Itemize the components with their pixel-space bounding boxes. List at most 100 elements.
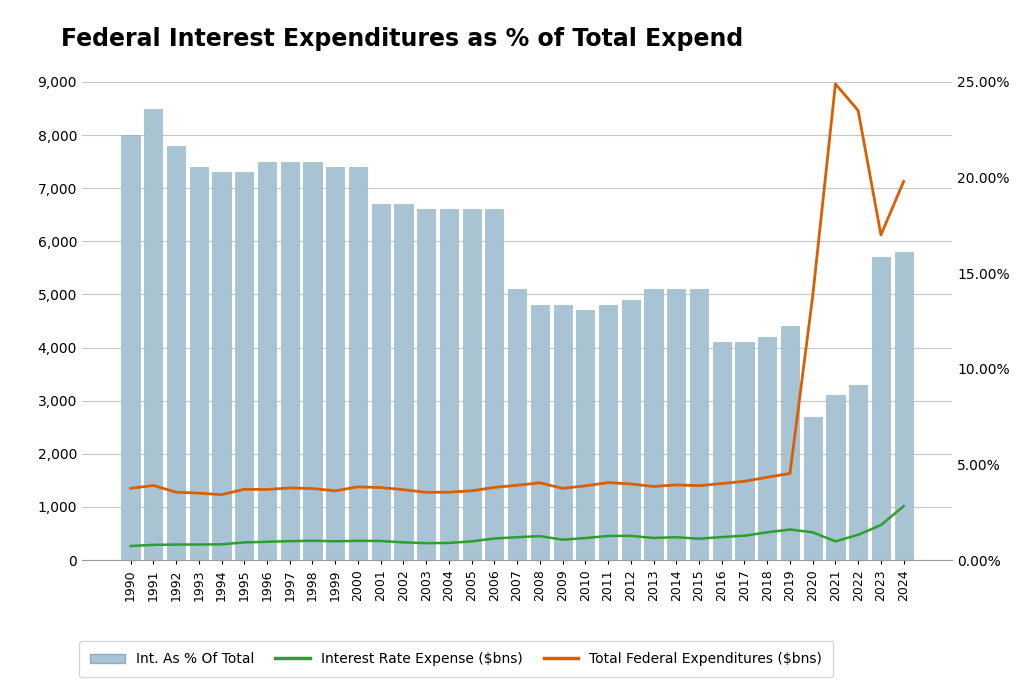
Bar [349,167,367,560]
Interest Rate Expense ($bns) [488,534,501,542]
Interest Rate Expense ($bns) [306,537,318,545]
Total Federal Expenditures ($bns) [488,484,501,492]
Line: Total Federal Expenditures ($bns): Total Federal Expenditures ($bns) [131,84,903,494]
Bar [236,172,253,560]
Interest Rate Expense ($bns) [352,537,365,545]
Total Federal Expenditures ($bns) [125,484,137,492]
Interest Rate Expense ($bns) [239,538,251,546]
Interest Rate Expense ($bns) [580,534,592,542]
Interest Rate Expense ($bns) [284,537,296,545]
Bar [530,305,549,560]
Interest Rate Expense ($bns) [761,528,773,536]
Interest Rate Expense ($bns) [215,540,227,548]
Legend: Int. As % Of Total, Interest Rate Expense ($bns), Total Federal Expenditures ($b: Int. As % Of Total, Interest Rate Expens… [79,641,834,678]
Total Federal Expenditures ($bns) [375,484,387,492]
Bar [781,326,799,560]
Bar [326,167,344,560]
Bar [212,172,230,560]
Bar [668,289,685,560]
Bar [122,135,139,560]
Interest Rate Expense ($bns) [534,532,546,540]
Bar [690,289,709,560]
Interest Rate Expense ($bns) [511,533,523,542]
Interest Rate Expense ($bns) [647,534,659,542]
Interest Rate Expense ($bns) [738,531,751,540]
Total Federal Expenditures ($bns) [625,480,637,488]
Bar [440,210,458,560]
Total Federal Expenditures ($bns) [807,292,819,301]
Total Federal Expenditures ($bns) [874,231,887,239]
Text: Federal Interest Expenditures as % of Total Expend: Federal Interest Expenditures as % of To… [61,27,743,51]
Bar [871,257,890,560]
Total Federal Expenditures ($bns) [442,488,455,497]
Bar [144,109,163,560]
Total Federal Expenditures ($bns) [261,486,273,494]
Total Federal Expenditures ($bns) [284,484,296,492]
Line: Interest Rate Expense ($bns): Interest Rate Expense ($bns) [131,506,903,546]
Total Federal Expenditures ($bns) [147,482,160,490]
Interest Rate Expense ($bns) [329,538,341,546]
Bar [577,310,594,560]
Total Federal Expenditures ($bns) [466,487,478,495]
Bar [508,289,526,560]
Total Federal Expenditures ($bns) [511,482,523,490]
Bar [281,162,299,560]
Total Federal Expenditures ($bns) [306,484,318,492]
Bar [554,305,571,560]
Total Federal Expenditures ($bns) [397,486,410,494]
Total Federal Expenditures ($bns) [420,488,432,497]
Interest Rate Expense ($bns) [602,532,614,540]
Total Federal Expenditures ($bns) [170,488,182,497]
Total Federal Expenditures ($bns) [897,178,909,186]
Bar [394,204,413,560]
Bar [189,167,208,560]
Interest Rate Expense ($bns) [874,521,887,529]
Total Federal Expenditures ($bns) [716,479,728,488]
Interest Rate Expense ($bns) [466,538,478,546]
Interest Rate Expense ($bns) [556,535,568,544]
Total Federal Expenditures ($bns) [602,479,614,487]
Bar [804,417,822,560]
Bar [167,145,185,560]
Interest Rate Expense ($bns) [693,535,706,543]
Total Federal Expenditures ($bns) [193,489,205,497]
Bar [895,252,912,560]
Interest Rate Expense ($bns) [670,533,682,542]
Bar [758,337,776,560]
Interest Rate Expense ($bns) [147,541,160,549]
Total Federal Expenditures ($bns) [329,487,341,495]
Total Federal Expenditures ($bns) [693,482,706,490]
Interest Rate Expense ($bns) [375,537,387,545]
Interest Rate Expense ($bns) [897,502,909,510]
Total Federal Expenditures ($bns) [852,107,864,115]
Bar [826,395,845,560]
Bar [463,210,480,560]
Bar [417,210,435,560]
Total Federal Expenditures ($bns) [215,490,227,499]
Total Federal Expenditures ($bns) [829,80,842,88]
Total Federal Expenditures ($bns) [647,482,659,490]
Interest Rate Expense ($bns) [852,531,864,539]
Bar [372,204,390,560]
Bar [258,162,276,560]
Total Federal Expenditures ($bns) [556,484,568,492]
Interest Rate Expense ($bns) [397,538,410,546]
Bar [713,342,731,560]
Total Federal Expenditures ($bns) [783,469,796,477]
Bar [485,210,504,560]
Interest Rate Expense ($bns) [442,539,455,547]
Interest Rate Expense ($bns) [783,525,796,533]
Interest Rate Expense ($bns) [829,538,842,546]
Interest Rate Expense ($bns) [261,538,273,546]
Bar [735,342,754,560]
Interest Rate Expense ($bns) [420,539,432,547]
Bar [303,162,322,560]
Total Federal Expenditures ($bns) [534,479,546,487]
Total Federal Expenditures ($bns) [580,482,592,490]
Bar [644,289,663,560]
Interest Rate Expense ($bns) [625,532,637,540]
Interest Rate Expense ($bns) [716,533,728,541]
Interest Rate Expense ($bns) [193,540,205,548]
Bar [622,300,640,560]
Interest Rate Expense ($bns) [125,542,137,550]
